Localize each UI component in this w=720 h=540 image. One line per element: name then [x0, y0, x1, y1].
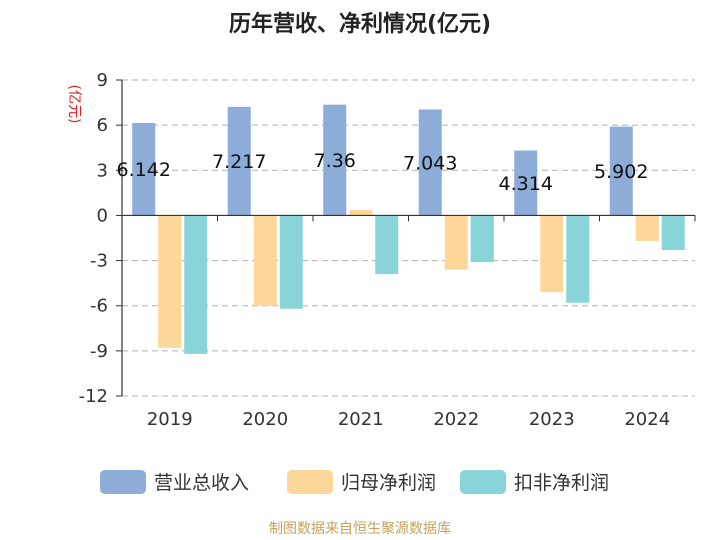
axes	[121, 80, 696, 396]
bar-series3-2021	[375, 215, 399, 275]
y-tick-label: -9	[90, 341, 108, 362]
legend-label: 归母净利润	[341, 472, 436, 494]
bar-series2-2022	[444, 215, 468, 270]
bar-series1-2020	[227, 106, 251, 216]
data-label-revenue: 7.36	[314, 150, 356, 172]
bar-series2-2020	[253, 215, 277, 306]
x-tick-label: 2022	[433, 409, 479, 430]
bar-series1-2024	[609, 126, 633, 216]
grid-lines	[122, 79, 695, 397]
y-tick-label: 3	[97, 160, 108, 181]
x-axis-ticks: 2019 2020 2021 2022 2023 2024	[147, 409, 670, 430]
y-tick-label: 6	[97, 115, 108, 136]
x-tick-label: 2024	[624, 409, 670, 430]
chart-title: 历年营收、净利情况(亿元)	[229, 11, 491, 37]
bar-series1-2021	[323, 104, 347, 216]
source-note: 制图数据来自恒生聚源数据库	[269, 521, 451, 537]
data-labels: 6.142 7.217 7.36 7.043 4.314 5.902	[117, 150, 649, 195]
y-tick-label: 9	[97, 70, 108, 91]
legend-swatch	[287, 470, 333, 494]
data-label-revenue: 7.043	[403, 152, 457, 174]
legend-label: 营业总收入	[154, 472, 249, 494]
legend-label: 扣非净利润	[514, 472, 609, 494]
legend-swatch	[100, 470, 146, 494]
bar-series2-2019	[158, 215, 182, 348]
bars	[132, 104, 685, 354]
y-tick-label: -6	[90, 296, 108, 317]
x-tick-label: 2023	[529, 409, 575, 430]
bar-series3-2024	[661, 215, 685, 251]
bar-series3-2023	[566, 215, 590, 303]
y-tick-label: 0	[97, 205, 108, 226]
bar-series3-2019	[184, 215, 208, 354]
data-label-revenue: 7.217	[212, 151, 266, 173]
bar-series2-2021	[349, 210, 373, 216]
data-label-revenue: 6.142	[117, 159, 171, 181]
bar-series2-2024	[635, 215, 659, 242]
x-tick-label: 2021	[338, 409, 384, 430]
x-tick-label: 2019	[147, 409, 193, 430]
y-axis-unit-label: (亿元)	[66, 85, 82, 124]
y-tick-label: -3	[90, 251, 108, 272]
bar-series3-2022	[470, 215, 494, 263]
x-tick-label: 2020	[242, 409, 288, 430]
legend-swatch	[460, 470, 506, 494]
data-label-revenue: 4.314	[499, 173, 553, 195]
y-axis-ticks: 9 6 3 0 -3 -6 -9 -12	[79, 70, 122, 407]
bar-series1-2019	[132, 123, 156, 216]
bar-series3-2020	[279, 215, 303, 309]
y-tick-label: -12	[79, 386, 108, 407]
bar-series1-2023	[514, 150, 538, 216]
bar-series1-2022	[418, 109, 442, 216]
legend: 营业总收入 归母净利润 扣非净利润	[100, 470, 609, 494]
bar-series2-2023	[540, 215, 564, 293]
data-label-revenue: 5.902	[594, 161, 648, 183]
